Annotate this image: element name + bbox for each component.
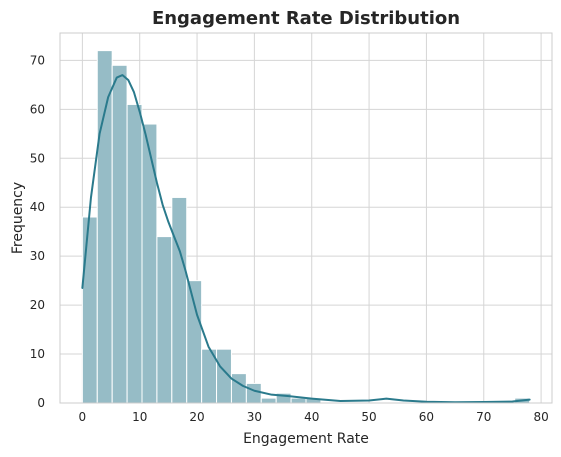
histogram-bar: [127, 104, 142, 403]
y-tick-label: 40: [30, 200, 45, 214]
histogram-bar: [172, 197, 187, 403]
histogram-bar: [157, 237, 172, 403]
x-tick-label: 40: [304, 410, 319, 424]
x-tick-label: 70: [476, 410, 491, 424]
histogram-bar: [291, 398, 306, 403]
y-tick-labels: 0 10 20 30 40 50 60 70: [30, 53, 45, 410]
histogram-bar: [261, 398, 276, 403]
y-tick-label: 0: [37, 396, 45, 410]
histogram-bar: [142, 124, 157, 403]
x-tick-label: 60: [419, 410, 434, 424]
y-tick-label: 10: [30, 347, 45, 361]
y-tick-label: 20: [30, 298, 45, 312]
y-tick-label: 30: [30, 249, 45, 263]
histogram-bar: [97, 51, 112, 403]
chart-title: Engagement Rate Distribution: [152, 8, 460, 29]
histogram-bar: [82, 217, 97, 403]
x-tick-label: 30: [247, 410, 262, 424]
x-tick-label: 10: [132, 410, 147, 424]
y-tick-label: 70: [30, 53, 45, 67]
x-tick-label: 80: [533, 410, 548, 424]
x-tick-label: 50: [361, 410, 376, 424]
x-tick-labels: 0 10 20 30 40 50 60 70 80: [79, 410, 549, 424]
y-tick-label: 50: [30, 151, 45, 165]
x-tick-label: 20: [189, 410, 204, 424]
x-axis-label: Engagement Rate: [243, 431, 369, 447]
x-tick-label: 0: [79, 410, 87, 424]
histogram-bar: [246, 383, 261, 403]
y-tick-label: 60: [30, 102, 45, 116]
histogram-bar: [112, 65, 127, 403]
histogram-bars: [82, 51, 529, 403]
y-axis-label: Frequency: [10, 182, 26, 254]
histogram-bar: [187, 281, 202, 403]
histogram-bar: [231, 374, 246, 403]
